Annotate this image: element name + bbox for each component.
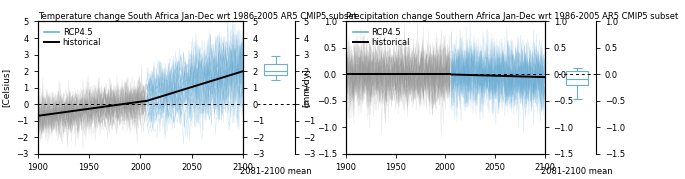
Text: Temperature change South Africa Jan-Dec wrt 1986-2005 AR5 CMIP5 subset: Temperature change South Africa Jan-Dec …	[38, 12, 357, 21]
Y-axis label: [mm/dy]: [mm/dy]	[302, 68, 311, 107]
Bar	[264, 64, 287, 75]
Y-axis label: [Celsius]: [Celsius]	[2, 68, 11, 107]
Text: Precipitation change Southern Africa Jan-Dec wrt 1986-2005 AR5 CMIP5 subset: Precipitation change Southern Africa Jan…	[346, 12, 678, 21]
Legend: RCP4.5, historical: RCP4.5, historical	[350, 26, 412, 50]
Legend: RCP4.5, historical: RCP4.5, historical	[42, 26, 103, 50]
Text: 2081-2100 mean: 2081-2100 mean	[541, 167, 613, 176]
Text: 2081-2100 mean: 2081-2100 mean	[240, 167, 312, 176]
Bar	[566, 71, 588, 85]
